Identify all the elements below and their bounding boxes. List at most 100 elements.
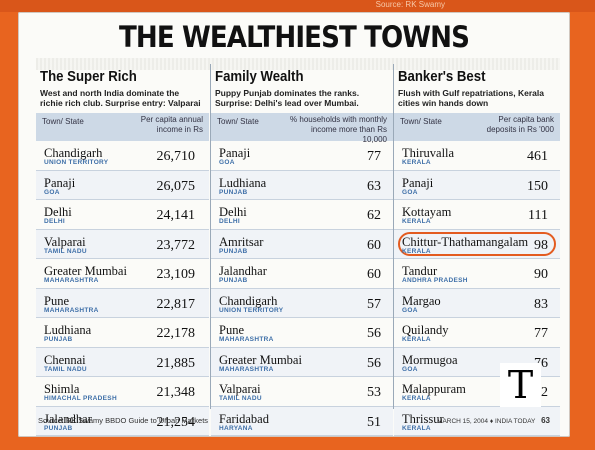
table-row: Faridabad HARYANA 51 (211, 406, 393, 436)
table-row: Greater Mumbai MAHARASHTRA 23,109 (36, 259, 209, 289)
town-name: Jalandhar (44, 411, 92, 426)
metric-value: 56 (367, 326, 381, 341)
state-name: GOA (402, 188, 418, 196)
table-row: Panaji GOA 150 (394, 170, 560, 200)
metric-value: 60 (367, 267, 381, 282)
table-row: Jalandhar PUNJAB 60 (211, 259, 393, 289)
t-logo-icon: T (500, 363, 541, 407)
table-row: Amritsar PUNJAB 60 (211, 229, 393, 259)
state-name: TAMIL NADU (219, 395, 262, 402)
town-name: Delhi (219, 205, 247, 219)
column-header: Town/ State Per capita bank deposits in … (394, 113, 560, 141)
metric-value: 461 (527, 149, 548, 164)
state-name: UNION TERRITORY (219, 306, 284, 314)
metric-value: 24,141 (156, 208, 196, 223)
rows: Chandigarh UNION TERRITORY 26,710 Panaji GOA… (36, 141, 209, 436)
state-name: KERALA (402, 424, 431, 432)
metric-value: 77 (534, 326, 548, 341)
table-row: Chennai TAMIL NADU 21,885 (36, 347, 209, 377)
table-row: Delhi DELHI 24,141 (36, 200, 209, 230)
table-row: Quilandy KERALA 77 (394, 318, 560, 348)
column-header: Town/ State Per capita annual income in … (36, 113, 209, 141)
panel-family-wealth: Family Wealth Puppy Punjab dominates the… (210, 64, 393, 436)
state-name: MAHARASHTRA (219, 336, 274, 343)
panel-title-text: Banker's Best (398, 68, 486, 85)
column-header: Town/ State % households with monthly in… (211, 113, 393, 144)
town-name: Delhi (44, 205, 72, 219)
town-name: Amritsar (219, 234, 264, 249)
town-name: Chandigarh (219, 293, 278, 308)
town-name: Malappuram (402, 382, 466, 396)
town-name: Shimla (44, 382, 80, 396)
table-row: Margao GOA 83 (394, 288, 560, 318)
metric-value: 60 (367, 237, 381, 253)
metric-value: 26,710 (156, 149, 196, 164)
page-footer: MARCH 15, 2004 ♦ INDIA TODAY 63 (437, 416, 550, 425)
town-name: Valparai (219, 382, 261, 396)
top-source-text: Source: RK Swamy (375, 0, 445, 9)
table-row: Greater Mumbai MAHARASHTRA 56 (211, 347, 393, 377)
metric-value: 26,075 (156, 178, 196, 194)
state-name: PUNJAB (44, 336, 73, 343)
rows: Panaji GOA 77 Ludhiana PUNJAB 63 Delhi DELHI 62 A… (211, 141, 393, 436)
table-row: Chandigarh UNION TERRITORY 57 (211, 288, 393, 318)
panel-title: Banker's Best (394, 64, 560, 90)
column-metric: % households with monthly income more th… (290, 115, 387, 144)
top-strip: Source: RK Swamy (0, 0, 595, 12)
metric-value: 77 (367, 149, 381, 164)
table-row: Pune MAHARASHTRA 56 (211, 318, 393, 348)
metric-value: 21,254 (156, 414, 196, 430)
header-texture (36, 58, 560, 70)
table-row: Shimla HIMACHAL PRADESH 21,348 (36, 377, 209, 407)
town-name: Chittur-Thathamangalam (402, 234, 529, 249)
town-name: Pune (219, 323, 244, 337)
town-name: Chandigarh (44, 146, 103, 160)
state-name: UNION TERRITORY (44, 159, 109, 166)
metric-value: 23,109 (156, 267, 196, 282)
footer-magazine: INDIA TODAY (494, 418, 536, 425)
metric-value: 53 (367, 385, 381, 400)
table-row: Thiruvalla KERALA 461 (394, 141, 560, 171)
panel-bankers-best: Banker's Best Flush with Gulf repatriati… (393, 64, 560, 436)
footer-separator: ♦ (489, 418, 495, 425)
column-metric: Per capita bank deposits in Rs '000 (486, 115, 554, 134)
metric-value: 83 (534, 296, 548, 312)
state-name: KERALA (402, 247, 431, 255)
headline: THE WEALTHIEST TOWNS (119, 20, 470, 54)
rows: Thiruvalla KERALA 461 Panaji GOA 150 Kottayam K… (394, 141, 560, 436)
table-row: Ludhiana PUNJAB 63 (211, 170, 393, 200)
table-row: Jalandhar PUNJAB 21,254 (36, 406, 209, 436)
page-number: 63 (541, 416, 550, 425)
town-name: Tandur (402, 264, 438, 278)
town-name: Panaji (44, 175, 76, 190)
table-row: Chandigarh UNION TERRITORY 26,710 (36, 141, 209, 171)
table-row: Tandur ANDHRA PRADESH 90 (394, 259, 560, 289)
metric-value: 62 (367, 208, 381, 223)
town-name: Quilandy (402, 323, 449, 337)
highlight-circle (398, 231, 556, 256)
metric-value: 57 (367, 296, 381, 312)
table-row: Chittur-Thathamangalam KERALA 98 (394, 229, 560, 259)
panel-description: Flush with Gulf repatriations, Kerala ci… (398, 88, 544, 108)
metric-value: 98 (534, 237, 548, 253)
state-name: TAMIL NADU (44, 365, 87, 373)
state-name: KERALA (402, 395, 431, 402)
state-name: HARYANA (219, 424, 253, 432)
state-name: GOA (44, 188, 60, 196)
column-town: Town/ State (42, 117, 84, 126)
state-name: PUNJAB (44, 424, 73, 432)
state-name: MAHARASHTRA (44, 277, 99, 284)
town-name: Greater Mumbai (219, 352, 302, 367)
state-name: MAHARASHTRA (219, 365, 274, 373)
panel-super-rich: The Super Rich West and north India domi… (36, 64, 209, 436)
town-name: Mormugoa (402, 352, 458, 367)
column-town: Town/ State (400, 117, 442, 126)
table-row: Panaji GOA 77 (211, 141, 393, 171)
town-name: Ludhiana (219, 175, 267, 190)
metric-value: 111 (528, 208, 548, 223)
metric-value: 63 (367, 178, 381, 194)
panel-description: Puppy Punjab dominates the ranks. Surpri… (215, 88, 360, 108)
metric-value: 56 (367, 355, 381, 371)
town-name: Margao (402, 293, 441, 308)
panel-title: The Super Rich (36, 64, 209, 90)
